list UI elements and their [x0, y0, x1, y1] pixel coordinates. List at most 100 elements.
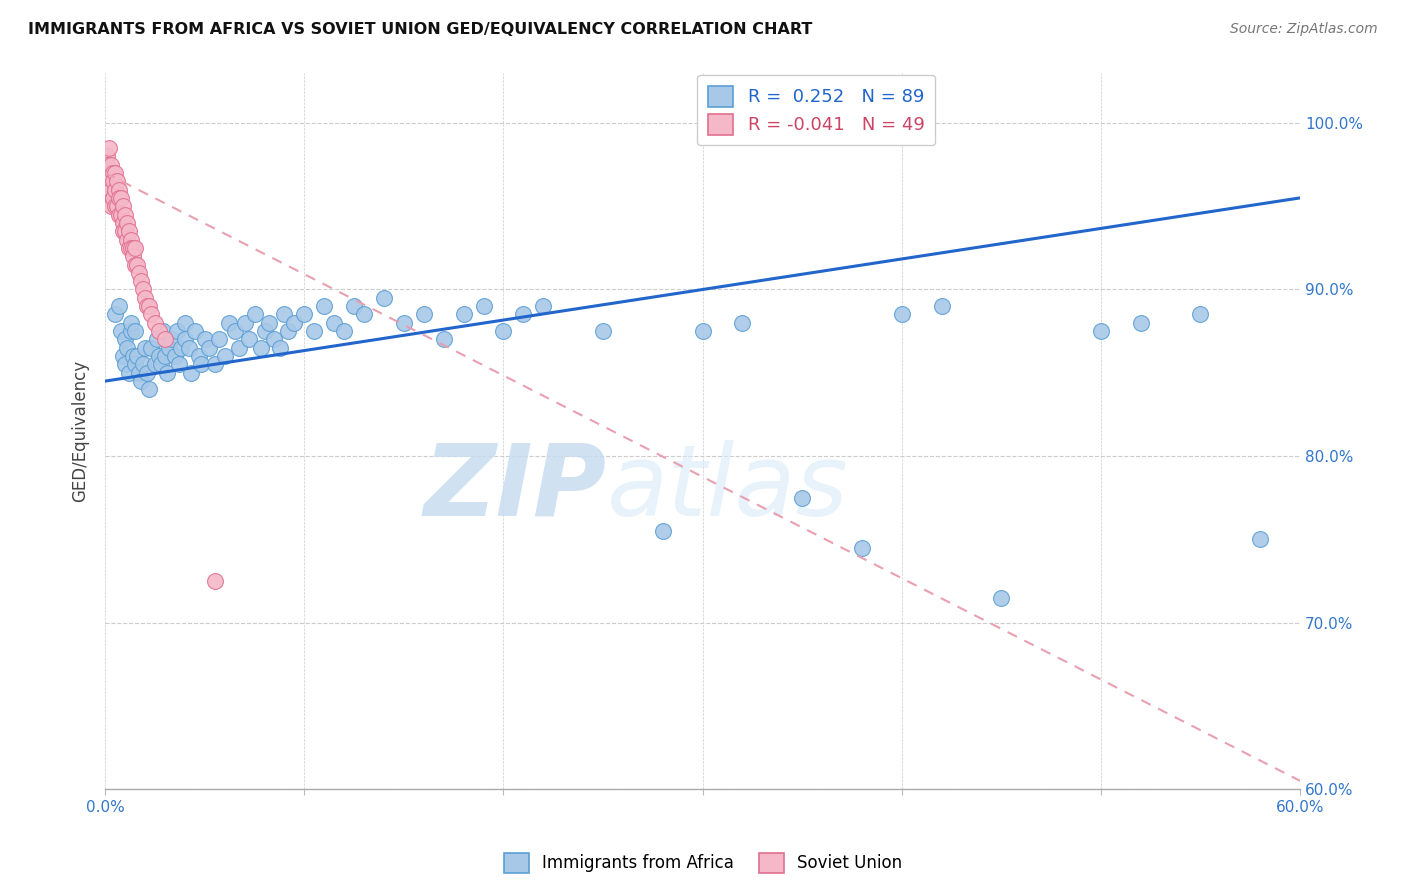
Point — [492, 324, 515, 338]
Point — [108, 191, 131, 205]
Text: ZIP: ZIP — [425, 440, 607, 537]
Point — [194, 333, 217, 347]
Legend: Immigrants from Africa, Soviet Union: Immigrants from Africa, Soviet Union — [496, 847, 910, 880]
Point — [392, 316, 415, 330]
Point — [263, 333, 285, 347]
Point — [1189, 308, 1212, 322]
Point — [692, 324, 714, 338]
Point — [238, 333, 260, 347]
Point — [112, 349, 135, 363]
Point — [214, 349, 236, 363]
Point — [108, 208, 131, 222]
Point — [314, 299, 336, 313]
Point — [139, 308, 162, 322]
Point — [792, 491, 814, 505]
Point — [98, 191, 121, 205]
Point — [160, 333, 183, 347]
Point — [153, 349, 176, 363]
Point — [269, 341, 291, 355]
Point — [104, 199, 127, 213]
Point — [112, 216, 135, 230]
Point — [177, 341, 200, 355]
Point — [115, 341, 138, 355]
Point — [136, 299, 159, 313]
Point — [163, 349, 186, 363]
Point — [143, 358, 166, 372]
Point — [152, 324, 174, 338]
Point — [125, 349, 148, 363]
Point — [138, 299, 160, 313]
Point — [204, 358, 226, 372]
Point — [273, 308, 295, 322]
Point — [433, 333, 456, 347]
Point — [101, 166, 124, 180]
Point — [157, 341, 180, 355]
Point — [136, 366, 159, 380]
Point — [110, 208, 132, 222]
Point — [120, 324, 142, 338]
Point — [105, 174, 128, 188]
Point — [132, 283, 155, 297]
Point — [1129, 316, 1152, 330]
Point — [122, 241, 145, 255]
Point — [167, 358, 190, 372]
Point — [146, 333, 169, 347]
Legend: R =  0.252   N = 89, R = -0.041   N = 49: R = 0.252 N = 89, R = -0.041 N = 49 — [697, 75, 935, 145]
Point — [304, 324, 326, 338]
Point — [851, 541, 873, 555]
Point — [184, 324, 207, 338]
Point — [651, 524, 673, 538]
Point — [138, 383, 160, 397]
Point — [323, 316, 346, 330]
Point — [128, 366, 150, 380]
Point — [990, 591, 1012, 605]
Point — [166, 324, 188, 338]
Point — [257, 316, 280, 330]
Point — [120, 316, 142, 330]
Point — [412, 308, 434, 322]
Point — [373, 291, 395, 305]
Point — [134, 341, 156, 355]
Point — [98, 166, 121, 180]
Point — [104, 308, 127, 322]
Point — [108, 299, 131, 313]
Point — [100, 158, 122, 172]
Point — [112, 199, 135, 213]
Point — [114, 208, 136, 222]
Point — [114, 333, 136, 347]
Point — [108, 183, 131, 197]
Text: atlas: atlas — [607, 440, 849, 537]
Point — [100, 199, 122, 213]
Point — [233, 316, 256, 330]
Point — [277, 324, 299, 338]
Point — [218, 316, 240, 330]
Point — [104, 166, 127, 180]
Point — [512, 308, 534, 322]
Point — [122, 349, 145, 363]
Point — [333, 324, 356, 338]
Point — [118, 241, 141, 255]
Point — [104, 183, 127, 197]
Point — [353, 308, 375, 322]
Point — [253, 324, 276, 338]
Point — [249, 341, 271, 355]
Point — [134, 291, 156, 305]
Point — [228, 341, 250, 355]
Point — [472, 299, 495, 313]
Point — [96, 158, 118, 172]
Point — [190, 358, 212, 372]
Point — [224, 324, 246, 338]
Point — [100, 183, 122, 197]
Point — [343, 299, 366, 313]
Point — [96, 183, 118, 197]
Point — [120, 233, 142, 247]
Point — [143, 316, 166, 330]
Point — [118, 224, 141, 238]
Point — [243, 308, 266, 322]
Point — [531, 299, 554, 313]
Point — [890, 308, 912, 322]
Point — [114, 358, 136, 372]
Point — [153, 333, 176, 347]
Point — [129, 274, 152, 288]
Point — [204, 574, 226, 588]
